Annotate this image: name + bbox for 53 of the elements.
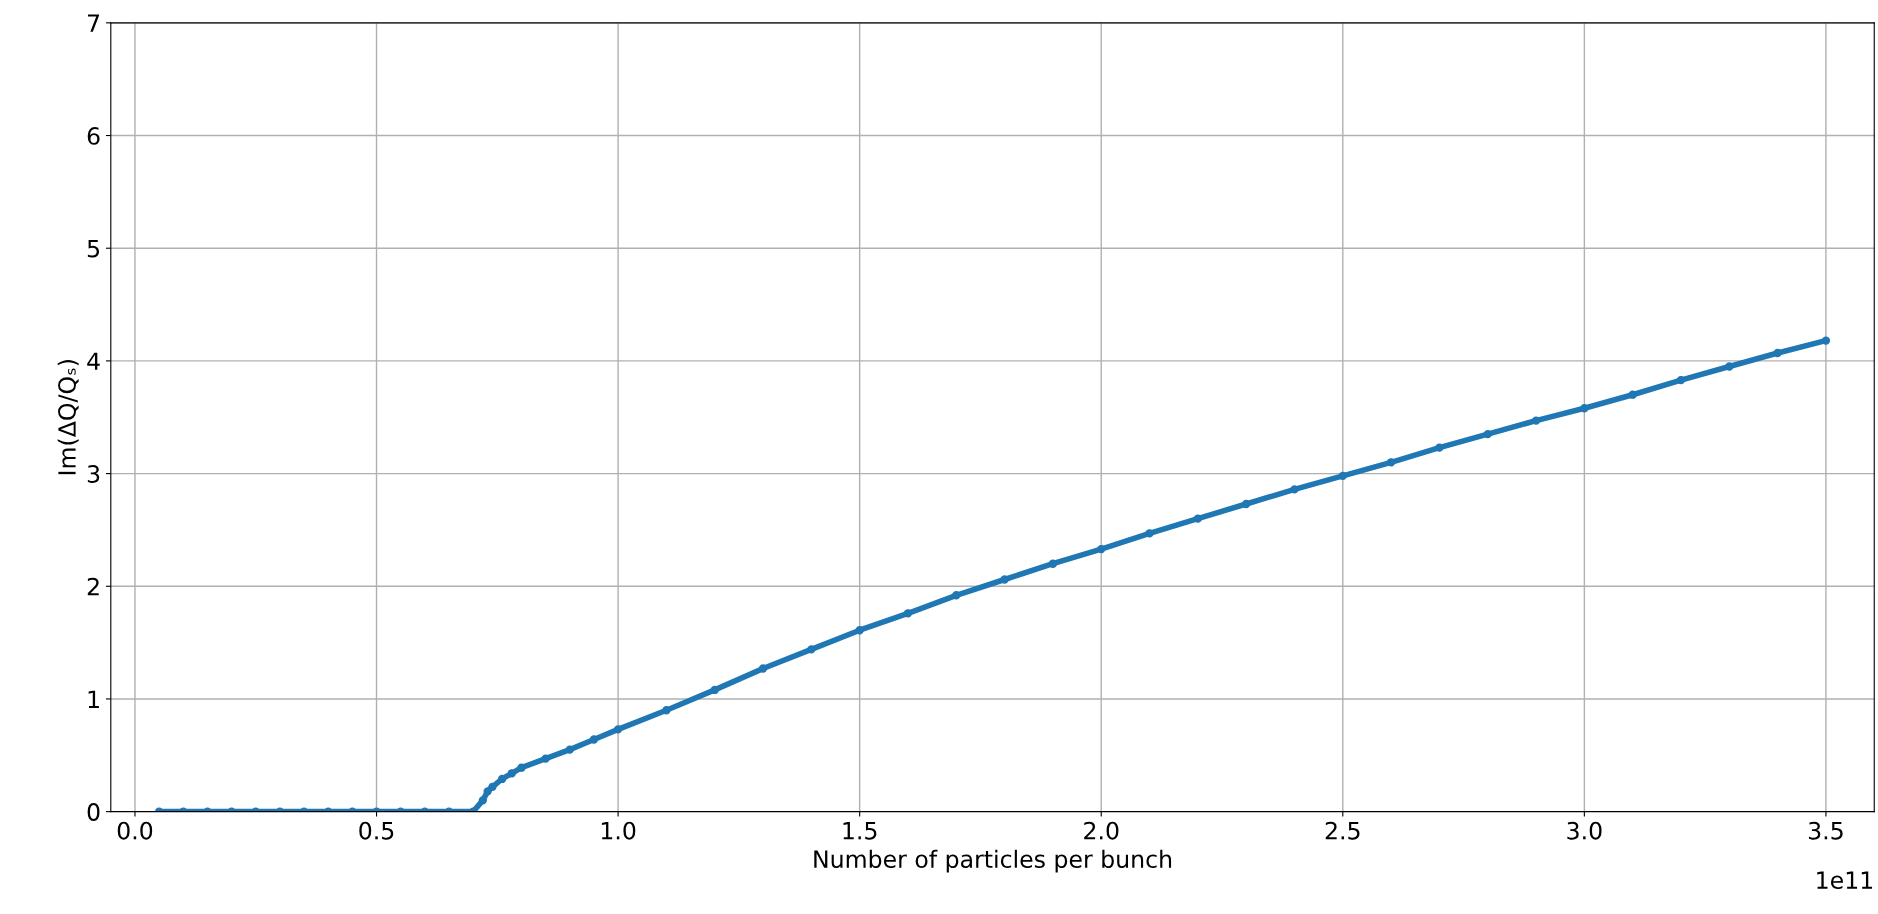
- point: [952, 591, 961, 600]
- y-axis-title: Im(ΔQ/Qₛ): [57, 360, 79, 475]
- point: [1290, 485, 1299, 494]
- point: [1483, 429, 1492, 439]
- point: [807, 645, 816, 654]
- point: [565, 745, 574, 754]
- point: [1773, 348, 1782, 358]
- y-tick-label: 7: [87, 14, 100, 32]
- point: [1386, 458, 1396, 467]
- point: [1145, 529, 1154, 538]
- point: [855, 626, 864, 635]
- x-tick-label: 3.0: [1567, 821, 1602, 840]
- y-tick-label: 1: [88, 690, 99, 708]
- point: [488, 782, 497, 792]
- text: 1e11: [1817, 871, 1873, 890]
- point: [710, 685, 719, 695]
- x-tick-label: 0.0: [117, 821, 153, 840]
- y-tick-label: 4: [87, 352, 100, 370]
- point: [1435, 443, 1444, 452]
- point: [1000, 575, 1009, 584]
- x-tick-label: 3.5: [1808, 821, 1843, 840]
- x-tick-label: 1.5: [843, 822, 877, 840]
- point: [1097, 544, 1106, 554]
- point: [613, 725, 623, 734]
- point: [507, 769, 516, 778]
- point: [1242, 499, 1251, 509]
- y-tick-label: 0: [87, 803, 100, 821]
- y-tick-label: 5: [87, 239, 100, 258]
- y-tick-label: 3: [87, 465, 100, 483]
- point: [541, 754, 550, 763]
- point: [1193, 514, 1203, 523]
- point: [589, 735, 599, 744]
- x-tick-label: 2.0: [1084, 821, 1119, 840]
- point: [1048, 559, 1058, 568]
- y-tick-label: 6: [87, 126, 100, 145]
- x-tick-label: 2.5: [1325, 821, 1360, 840]
- x-tick-label: 1.0: [601, 821, 636, 840]
- y-tick-label: 2: [87, 577, 99, 596]
- point: [1821, 336, 1831, 345]
- point: [1676, 375, 1686, 385]
- point: [1628, 390, 1637, 399]
- point: [1531, 416, 1541, 425]
- point: [1725, 362, 1734, 371]
- x-axis-title: Number of particles per bunch: [814, 849, 1172, 873]
- point: [662, 706, 671, 715]
- point: [1338, 471, 1347, 481]
- point: [758, 664, 768, 673]
- point: [478, 796, 487, 805]
- x-tick-label: 0.5: [359, 821, 394, 840]
- point: [497, 774, 507, 784]
- point: [1580, 404, 1589, 413]
- point: [903, 609, 913, 618]
- point: [517, 763, 526, 772]
